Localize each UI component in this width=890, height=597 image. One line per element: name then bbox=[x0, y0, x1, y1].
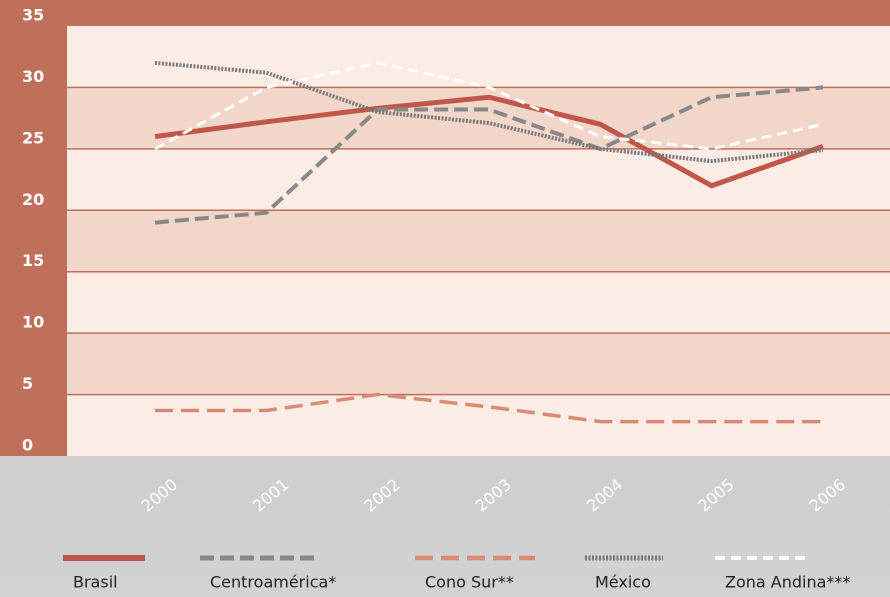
series-line bbox=[155, 392, 823, 424]
series-line bbox=[154, 61, 824, 151]
y-tick-label: 20 bbox=[22, 190, 44, 209]
grid-band bbox=[67, 148, 890, 211]
series-line bbox=[154, 85, 824, 225]
grid-band bbox=[67, 210, 890, 272]
series-line bbox=[154, 60, 824, 164]
grid-band bbox=[67, 26, 890, 88]
legend-label: Zona Andina*** bbox=[725, 573, 850, 592]
y-axis-band bbox=[0, 0, 67, 456]
y-tick-label: 0 bbox=[22, 436, 33, 455]
top-band bbox=[0, 0, 890, 27]
y-tick-label: 5 bbox=[22, 374, 33, 393]
legend-label: Brasil bbox=[73, 573, 118, 592]
series-line bbox=[154, 94, 824, 189]
legend-label: Cono Sur** bbox=[425, 573, 514, 592]
y-tick-label: 15 bbox=[22, 251, 44, 270]
y-tick-label: 25 bbox=[22, 128, 44, 147]
grid-band bbox=[67, 394, 890, 456]
legend-label: México bbox=[595, 573, 651, 592]
grid-band bbox=[67, 333, 890, 395]
grid-band bbox=[67, 271, 890, 334]
y-tick-label: 30 bbox=[22, 67, 44, 86]
y-tick-label: 10 bbox=[22, 313, 44, 332]
y-tick-label: 35 bbox=[22, 6, 44, 25]
legend-label: Centroamérica* bbox=[210, 573, 336, 592]
